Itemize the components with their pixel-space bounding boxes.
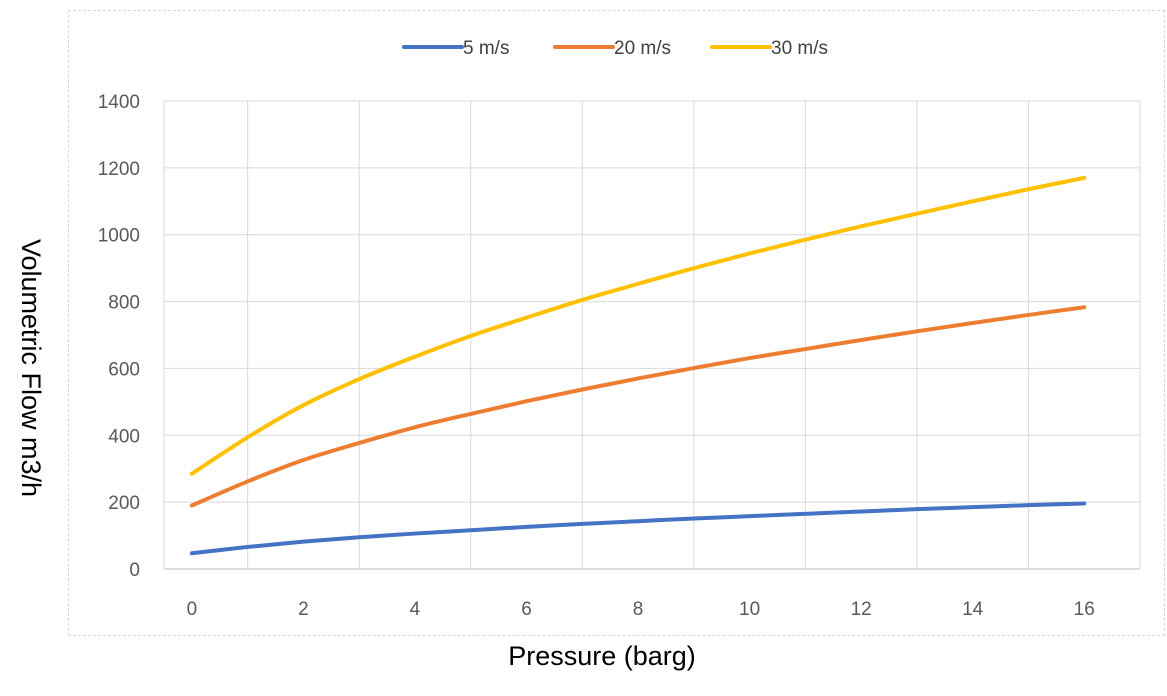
y-tick-label: 1200 [98,159,140,180]
x-tick-label: 16 [1074,599,1095,620]
series-line-0 [189,501,1087,556]
series-line-1 [189,305,1087,508]
tick-labels: 0 200 400 600 800 1000 1200 1400 0 2 4 6 8 10 12 14 16 [98,92,1095,620]
x-tick-label: 14 [962,599,984,620]
legend-label: 30 m/s [771,38,828,59]
series-line-2 [189,175,1087,476]
x-axis-title: Pressure (barg) [508,641,696,671]
x-tick-label: 0 [187,599,198,620]
x-tick-label: 8 [633,599,644,620]
y-tick-label: 800 [108,293,140,314]
x-tick-label: 4 [410,599,421,620]
x-tick-label: 6 [521,599,532,620]
chart-area [68,10,1165,636]
series-lines [189,175,1087,556]
y-tick-label: 0 [129,560,140,581]
y-tick-label: 200 [108,493,140,514]
y-tick-label: 1400 [98,92,140,113]
x-tick-label: 2 [298,599,309,620]
gridlines [163,100,1141,570]
legend-label: 5 m/s [463,38,509,59]
x-tick-label: 10 [739,599,760,620]
y-tick-label: 400 [108,426,140,447]
x-tick-label: 12 [851,599,872,620]
y-tick-label: 1000 [98,226,140,247]
legend: 5 m/s 20 m/s 30 m/s [402,38,828,59]
legend-label: 20 m/s [614,38,671,59]
y-axis-title: Volumetric Flow m3/h [16,239,46,497]
y-tick-label: 600 [108,359,140,380]
